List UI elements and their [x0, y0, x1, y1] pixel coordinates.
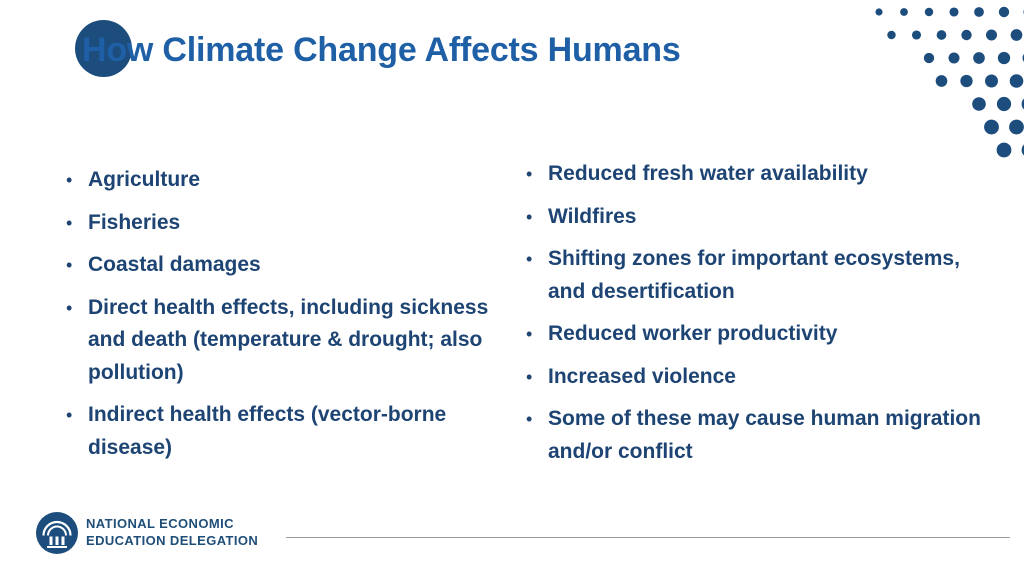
bullet-dot: •: [526, 409, 533, 430]
bullet-dot: •: [526, 249, 533, 270]
bullet-text: Reduced worker productivity: [548, 322, 838, 346]
bullet-text: Increased violence: [548, 364, 736, 388]
bullet-dot: •: [526, 206, 533, 227]
need-logo-icon: [36, 512, 78, 554]
bullet-item: • Wildfires: [526, 201, 983, 234]
corner-dot-pattern: [824, 0, 1024, 170]
bullet-text: Direct health effects, including sicknes…: [88, 295, 489, 384]
bullet-text: Wildfires: [548, 204, 637, 228]
left-bullet-list: • Agriculture • Fisheries • Coastal damages • D…: [66, 164, 494, 464]
bullet-text: Some of these may cause human migration …: [548, 407, 981, 463]
bullet-item: • Indirect health effects (vector-borne d…: [66, 399, 494, 464]
bullet-dot: •: [526, 324, 533, 345]
bullet-item: • Fisheries: [66, 207, 494, 240]
right-bullet-list: • Reduced fresh water availability • Wildfi…: [526, 158, 983, 468]
bullet-item: • Increased violence: [526, 361, 983, 394]
bullet-item: • Reduced worker productivity: [526, 318, 983, 351]
dot-pattern-svg: [875, 6, 1024, 158]
bullet-item: • Agriculture: [66, 164, 494, 197]
bullet-dot: •: [526, 366, 533, 387]
org-name: NATIONAL ECONOMIC EDUCATION DELEGATION: [86, 516, 258, 550]
org-name-line2: EDUCATION DELEGATION: [86, 533, 259, 548]
bullet-text: Agriculture: [88, 168, 201, 191]
bullet-item: • Some of these may cause human migration…: [526, 403, 983, 468]
bullet-text: Fisheries: [88, 210, 181, 234]
bullet-text: Indirect health effects (vector-borne di…: [88, 403, 447, 459]
org-logo: NATIONAL ECONOMIC EDUCATION DELEGATION: [36, 512, 258, 554]
bullet-text: Reduced fresh water availability: [548, 162, 868, 185]
bullet-dot: •: [66, 170, 73, 190]
org-name-line1: NATIONAL ECONOMIC: [86, 516, 234, 532]
right-column: • Reduced fresh water availability • Wildfi…: [526, 158, 983, 478]
bullet-text: Shifting zones for important ecosystems,…: [548, 247, 960, 303]
bullet-item: • Reduced fresh water availability: [526, 158, 983, 191]
bullet-dot: •: [66, 405, 73, 426]
left-column: • Agriculture • Fisheries • Coastal damages • D…: [66, 164, 494, 474]
bullet-item: • Direct health effects, including sickne…: [66, 292, 494, 390]
footer-rule: [286, 537, 1010, 538]
title-accent-circle: [75, 20, 132, 77]
bullet-item: • Coastal damages: [66, 249, 494, 282]
bullet-dot: •: [66, 255, 73, 276]
bullet-item: • Shifting zones for important ecosystems…: [526, 243, 983, 308]
bullet-dot: •: [66, 212, 73, 233]
bullet-dot: •: [66, 297, 73, 318]
bullet-dot: •: [526, 164, 533, 184]
bullet-text: Coastal damages: [88, 253, 261, 277]
page-title: How Climate Change Affects Humans: [82, 31, 681, 69]
